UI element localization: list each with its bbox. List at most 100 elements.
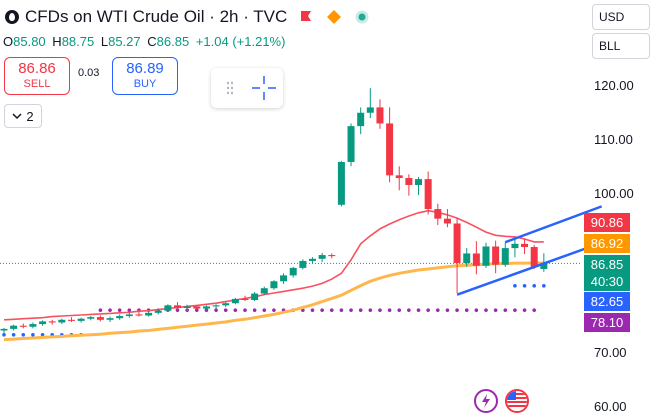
- candle-body: [67, 319, 75, 321]
- purple-dot: [503, 308, 508, 312]
- buy-label: BUY: [133, 78, 157, 90]
- y-tick-label: 120.00: [594, 78, 634, 93]
- purple-dot: [117, 308, 122, 312]
- ma-red-line: [3, 209, 544, 321]
- lightning-icon[interactable]: [474, 389, 498, 413]
- candle-body: [183, 306, 191, 309]
- y-tick-label: 110.00: [594, 132, 633, 147]
- purple-dot: [127, 308, 132, 312]
- candle-body: [386, 123, 394, 176]
- candle-body: [125, 314, 133, 317]
- candle-body: [482, 246, 490, 266]
- chevron-down-icon: [12, 113, 22, 120]
- candle-body: [318, 255, 326, 259]
- purple-dot: [368, 308, 373, 312]
- chart-header: CFDs on WTI Crude Oil · 2h · TVC: [0, 0, 369, 34]
- currency-value: USD: [599, 10, 625, 24]
- purple-dot: [252, 308, 257, 312]
- candle-body: [289, 267, 297, 276]
- price-tag-purple: 78.10: [584, 313, 630, 332]
- change-value: +1.04 (+1.21%): [195, 34, 286, 49]
- drag-handle-icon[interactable]: [226, 81, 234, 95]
- purple-dot: [310, 308, 315, 312]
- candle-body: [58, 319, 66, 323]
- candle-body: [154, 310, 162, 313]
- purple-dot: [204, 308, 209, 312]
- candle-body: [10, 325, 18, 329]
- drawing-toolbar: [211, 68, 283, 108]
- candle-body: [328, 255, 336, 257]
- candle-body: [443, 218, 451, 224]
- purple-dot: [378, 308, 382, 312]
- candle-body: [106, 318, 114, 320]
- candle-body: [308, 258, 316, 261]
- buy-price: 86.89: [126, 60, 164, 77]
- crosshair-icon[interactable]: [252, 76, 276, 100]
- purple-dot: [358, 308, 363, 312]
- purple-dot: [484, 308, 488, 312]
- y-tick-label: 60.00: [594, 399, 627, 414]
- candle-body: [434, 209, 442, 219]
- purple-dot: [513, 308, 517, 312]
- candle-body: [39, 321, 47, 325]
- purple-dot: [272, 308, 276, 312]
- purple-dot: [262, 308, 267, 312]
- indicator-count: 2: [26, 108, 34, 124]
- candle-body: [280, 275, 288, 282]
- candle-body: [212, 305, 220, 307]
- purple-dot: [387, 308, 392, 312]
- blue-dot: [21, 332, 26, 337]
- candle-body: [511, 243, 519, 249]
- purple-dot: [397, 308, 402, 312]
- purple-dot: [320, 308, 324, 312]
- price-tag-ma-red: 90.86: [584, 213, 630, 232]
- candle-body: [222, 303, 230, 306]
- us-flag-icon[interactable]: [505, 389, 529, 413]
- purple-dot: [416, 308, 421, 312]
- candle-body: [530, 247, 538, 267]
- purple-dot: [426, 308, 430, 312]
- purple-dot: [175, 308, 180, 312]
- candle-body: [521, 243, 529, 248]
- blue-dot: [40, 332, 45, 337]
- high-value: 88.75: [61, 34, 95, 49]
- candle-body: [270, 281, 278, 289]
- indicator-select[interactable]: BLL: [592, 33, 650, 59]
- candle-body: [453, 223, 461, 264]
- channel-upper-line: [504, 205, 603, 244]
- blue-dot: [31, 332, 35, 337]
- candle-body: [472, 253, 480, 266]
- candle-body: [231, 298, 239, 304]
- purple-dot: [108, 308, 112, 312]
- open-value: 85.80: [13, 34, 46, 49]
- candle-body: [145, 312, 153, 316]
- candle-body: [395, 175, 403, 179]
- candle-body: [376, 107, 384, 124]
- price-tag-blue: 82.65: [584, 292, 630, 311]
- sell-button[interactable]: 86.86 SELL: [4, 57, 70, 95]
- blue-dot: [2, 332, 6, 337]
- purple-dot: [464, 308, 469, 312]
- ohlc-legend: O85.80 H88.75 L85.27 C86.85 +1.04 (+1.21…: [3, 34, 286, 49]
- indicators-toggle[interactable]: 2: [4, 104, 42, 128]
- candle-body: [174, 305, 182, 309]
- flag-icon[interactable]: [299, 10, 313, 24]
- live-dot-icon: [355, 10, 369, 24]
- buy-button[interactable]: 86.89 BUY: [112, 57, 178, 95]
- diamond-icon[interactable]: [327, 10, 342, 24]
- candle-body: [29, 324, 37, 327]
- currency-select[interactable]: USD: [592, 4, 650, 30]
- purple-dot: [522, 308, 527, 312]
- symbol-title[interactable]: CFDs on WTI Crude Oil · 2h · TVC: [25, 7, 288, 26]
- purple-dot: [243, 308, 247, 312]
- spread-value: 0.03: [78, 67, 100, 79]
- candle-body: [424, 179, 432, 210]
- y-tick-label: 70.00: [594, 345, 627, 360]
- candle-body: [347, 126, 355, 162]
- candle-body: [251, 293, 259, 300]
- candle-body: [337, 161, 345, 205]
- candle-body: [492, 246, 500, 265]
- blue-dot: [513, 284, 517, 288]
- purple-dot: [339, 308, 344, 312]
